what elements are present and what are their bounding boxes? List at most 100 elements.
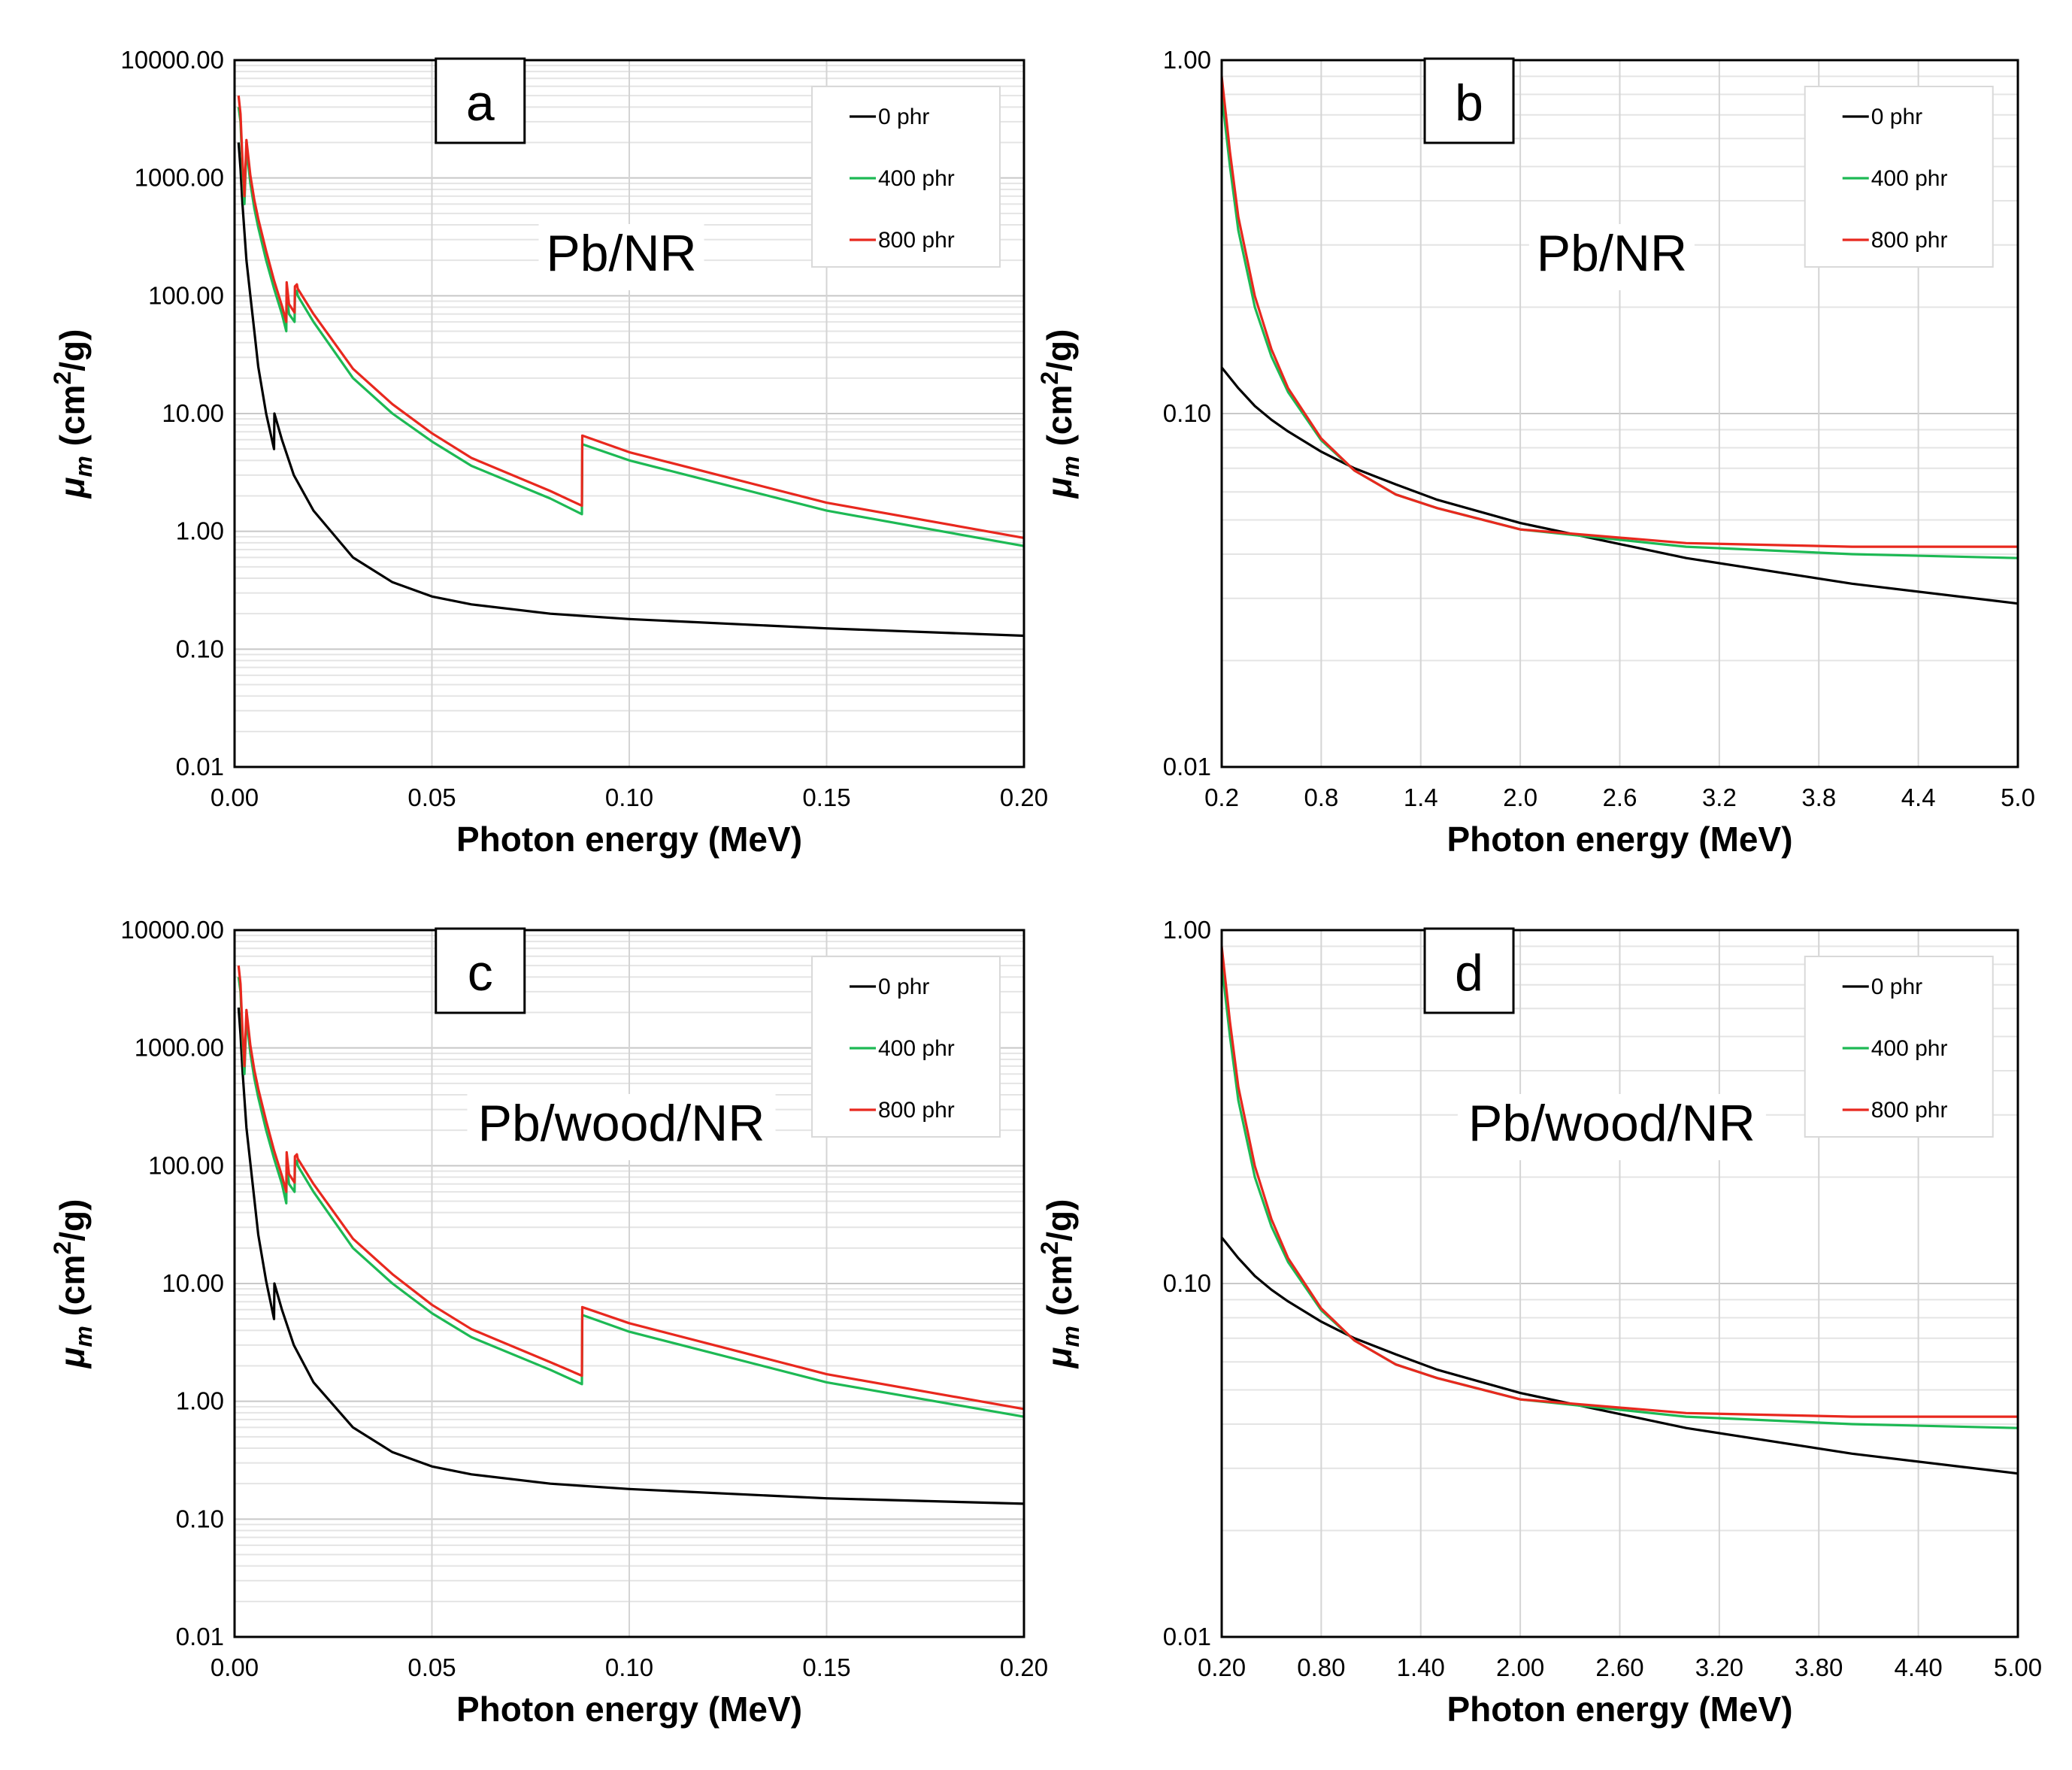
y-tick-label: 0.01 (1163, 753, 1211, 780)
y-label-subscript: m (70, 456, 97, 477)
x-tick-label: 4.4 (1901, 783, 1936, 811)
x-tick-label: 3.2 (1702, 783, 1737, 811)
legend-label: 800 phr (1871, 228, 1948, 253)
chart-annotation: Pb/NR (546, 225, 696, 282)
x-axis-label: Photon energy (MeV) (456, 1690, 802, 1729)
chart-annotation: Pb/wood/NR (478, 1095, 765, 1152)
y-tick-label: 0.01 (176, 1623, 224, 1650)
chart-panel-a: 10000.00 1000.00 100.00 10.00 1.00 0.10 0.01 0.… (49, 46, 1048, 859)
y-tick-label: 0.01 (1163, 1623, 1211, 1650)
chart-panel-b: 1.00 0.10 0.01 0.2 0.8 1.4 2.0 2.6 3.2 3.8 4.4 5.0 P… (1036, 46, 2035, 859)
x-tick-label: 2.00 (1496, 1653, 1544, 1681)
x-axis-label: Photon energy (MeV) (1446, 820, 1792, 859)
y-tick-label: 1000.00 (135, 164, 224, 192)
legend-label: 800 phr (1871, 1098, 1948, 1123)
y-label-superscript: 2 (1036, 371, 1063, 385)
series-line-0-phr (1220, 366, 2019, 605)
y-label-mu: μ (53, 477, 92, 499)
y-axis-label: μm (cm2/g) (49, 1199, 97, 1370)
y-tick-label: 0.10 (176, 1505, 224, 1532)
y-tick-label: 10.00 (162, 399, 224, 427)
x-axis-label: Photon energy (MeV) (1446, 1690, 1792, 1729)
legend-label: 400 phr (1871, 1036, 1948, 1061)
y-label-unit-close: /g) (53, 329, 92, 371)
chart-annotation: Pb/NR (1537, 225, 1687, 282)
y-label-superscript: 2 (1036, 1241, 1063, 1255)
plot-frame (233, 59, 1025, 768)
y-label-unit-close: /g) (1040, 329, 1079, 371)
chart-panel-c: 10000.00 1000.00 100.00 10.00 1.00 0.10 0.01 0.… (49, 916, 1048, 1729)
y-label-superscript: 2 (49, 1241, 76, 1255)
x-tick-label: 2.0 (1503, 783, 1537, 811)
y-axis-label: μm (cm2/g) (1036, 329, 1084, 500)
y-label-subscript: m (1057, 456, 1084, 477)
x-tick-label: 1.40 (1397, 1653, 1445, 1681)
x-tick-label: 0.20 (1000, 783, 1048, 811)
y-axis-label: μm (cm2/g) (49, 329, 97, 500)
y-tick-label: 0.10 (1163, 1269, 1211, 1297)
panel-letter-box (1423, 927, 1515, 1014)
x-tick-label: 3.8 (1801, 783, 1836, 811)
x-tick-label: 4.40 (1895, 1653, 1943, 1681)
x-tick-label: 0.10 (605, 783, 653, 811)
y-tick-label: 100.00 (148, 1151, 224, 1179)
x-tick-label: 0.00 (211, 1653, 259, 1681)
x-tick-label: 3.20 (1695, 1653, 1743, 1681)
annotation-background (1457, 1094, 1766, 1160)
panel-letter: c (468, 944, 493, 1002)
y-tick-label: 10000.00 (120, 46, 224, 74)
x-tick-label: 2.6 (1603, 783, 1637, 811)
y-label-superscript: 2 (49, 371, 76, 385)
legend-label: 800 phr (878, 1098, 955, 1123)
x-tick-label: 0.00 (211, 783, 259, 811)
x-tick-label: 0.05 (407, 1653, 456, 1681)
legend-label: 400 phr (878, 166, 955, 191)
legend-label: 0 phr (1871, 105, 1922, 129)
y-tick-label: 1000.00 (135, 1034, 224, 1062)
x-tick-label: 0.10 (605, 1653, 653, 1681)
y-tick-label: 0.01 (176, 753, 224, 780)
y-tick-label: 100.00 (148, 281, 224, 309)
annotation-background (538, 224, 704, 290)
y-label-unit-close: /g) (1040, 1199, 1079, 1241)
y-tick-label: 0.10 (176, 635, 224, 662)
y-tick-label: 1.00 (1163, 916, 1211, 944)
panel-letter: a (466, 74, 495, 132)
x-axis-label: Photon energy (MeV) (456, 820, 802, 859)
legend-box (1804, 86, 1994, 268)
legend-label: 0 phr (878, 974, 929, 999)
legend-box (1804, 956, 1994, 1138)
y-tick-label: 10000.00 (120, 916, 224, 944)
y-label-unit-open: (cm (1040, 385, 1079, 456)
panel-letter-box (435, 57, 526, 144)
y-label-mu: μ (1040, 1347, 1079, 1369)
y-tick-label: 10.00 (162, 1269, 224, 1297)
plot-frame (233, 929, 1025, 1638)
y-tick-label: 0.10 (1163, 399, 1211, 427)
annotation-background (467, 1094, 776, 1160)
series-line-0-phr (237, 142, 1025, 638)
legend-box (811, 956, 1001, 1138)
x-tick-label: 1.4 (1404, 783, 1438, 811)
y-axis-label: μm (cm2/g) (1036, 1199, 1084, 1370)
x-tick-label: 3.80 (1795, 1653, 1843, 1681)
y-label-unit-open: (cm (53, 385, 92, 456)
y-tick-label: 1.00 (1163, 46, 1211, 74)
x-tick-label: 0.20 (1198, 1653, 1246, 1681)
panel-letter: b (1455, 74, 1483, 132)
plot-frame (1220, 929, 2019, 1638)
x-tick-label: 0.80 (1297, 1653, 1345, 1681)
annotation-background (1528, 224, 1695, 290)
legend-label: 0 phr (878, 105, 929, 129)
x-tick-label: 0.15 (802, 783, 850, 811)
y-label-subscript: m (1057, 1326, 1084, 1347)
series-line-0-phr (1220, 1236, 2019, 1475)
series-line-800-phr (1220, 946, 2018, 1418)
series-line-0-phr (237, 1007, 1025, 1505)
series-line-800-phr (1220, 76, 2018, 548)
chart-annotation: Pb/wood/NR (1468, 1095, 1755, 1152)
legend-label: 800 phr (878, 228, 955, 253)
y-label-unit-close: /g) (53, 1199, 92, 1241)
